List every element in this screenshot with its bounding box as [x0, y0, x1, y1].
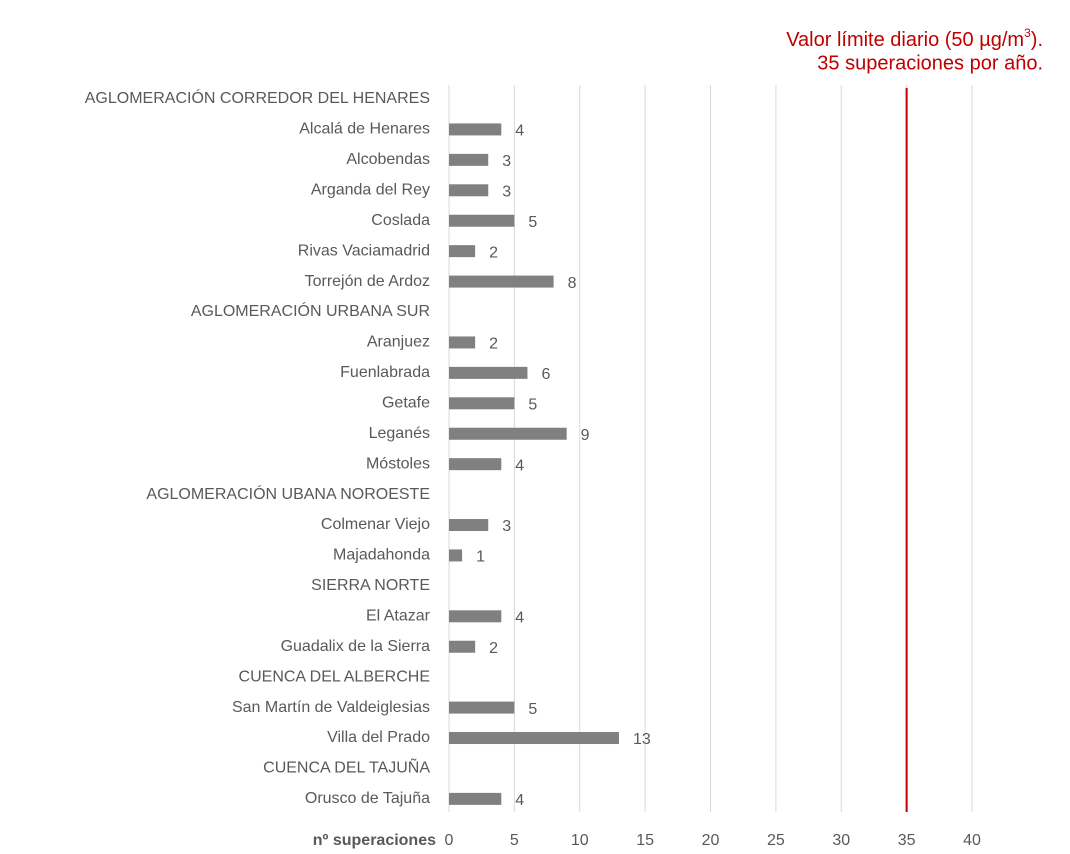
- value-label: 4: [515, 792, 524, 809]
- y-tick-label: Móstoles: [366, 455, 430, 472]
- y-tick-label: AGLOMERACIÓN URBANA SUR: [191, 301, 430, 320]
- y-tick-label: Colmenar Viejo: [321, 516, 430, 533]
- y-tick-label: CUENCA DEL TAJUÑA: [263, 757, 430, 777]
- y-tick-label: San Martín de Valdeiglesias: [232, 699, 430, 716]
- y-tick-label: Guadalix de la Sierra: [281, 638, 431, 655]
- value-label: 6: [541, 366, 550, 383]
- value-label: 4: [515, 610, 524, 627]
- value-label: 5: [528, 397, 537, 414]
- value-label: 4: [515, 123, 524, 140]
- value-label: 9: [581, 427, 590, 444]
- x-tick-label: 10: [571, 832, 589, 849]
- bar: [449, 458, 502, 471]
- y-tick-label: Aranjuez: [367, 334, 430, 351]
- y-tick-label: Torrejón de Ardoz: [305, 273, 430, 290]
- bar: [449, 732, 619, 745]
- y-tick-label: Getafe: [382, 395, 430, 412]
- bar: [449, 610, 502, 623]
- y-tick-label: Arganda del Rey: [311, 182, 430, 199]
- y-tick-label: CUENCA DEL ALBERCHE: [239, 668, 430, 685]
- x-tick-label: 25: [767, 832, 785, 849]
- value-label: 2: [489, 336, 498, 353]
- bar: [449, 336, 476, 349]
- bar: [449, 549, 463, 562]
- annotation-part: Valor límite diario (50 µg/m: [786, 29, 1024, 51]
- bar: [449, 397, 515, 410]
- value-label: 5: [528, 214, 537, 231]
- value-label: 4: [515, 457, 524, 474]
- annotation-part: 3: [1024, 26, 1031, 40]
- bar: [449, 640, 476, 653]
- bar: [449, 519, 489, 532]
- bar: [449, 427, 567, 440]
- y-tick-label: Villa del Prado: [327, 729, 430, 746]
- y-tick-label: Alcalá de Henares: [299, 121, 430, 138]
- bar: [449, 153, 489, 166]
- value-label: 1: [476, 549, 485, 566]
- bar: [449, 245, 476, 258]
- y-tick-label: AGLOMERACIÓN UBANA NOROESTE: [146, 484, 430, 503]
- bar: [449, 366, 528, 379]
- x-tick-label: 0: [445, 832, 454, 849]
- bar: [449, 214, 515, 227]
- value-label: 8: [568, 275, 577, 292]
- value-label: 2: [489, 244, 498, 261]
- value-label: 5: [528, 701, 537, 718]
- x-tick-label: 20: [702, 832, 720, 849]
- y-tick-label: Alcobendas: [346, 151, 430, 168]
- annotation: 35 superaciones por año.: [817, 52, 1043, 74]
- bar: [449, 792, 502, 805]
- x-tick-label: 5: [510, 832, 519, 849]
- value-label: 3: [502, 518, 511, 535]
- annotation-part: ).: [1031, 29, 1043, 51]
- y-tick-label: Fuenlabrada: [340, 364, 430, 381]
- bar: [449, 123, 502, 136]
- y-tick-label: Orusco de Tajuña: [305, 790, 430, 807]
- value-label: 2: [489, 640, 498, 657]
- value-label: 13: [633, 731, 651, 748]
- x-tick-label: 30: [832, 832, 850, 849]
- x-tick-label: 40: [963, 832, 981, 849]
- y-tick-label: Leganés: [369, 425, 430, 442]
- bar: [449, 275, 554, 288]
- bar: [449, 184, 489, 197]
- y-tick-label: Majadahonda: [333, 547, 430, 564]
- y-tick-label: El Atazar: [366, 608, 431, 625]
- y-tick-label: AGLOMERACIÓN CORREDOR DEL HENARES: [85, 88, 430, 107]
- annotation: Valor límite diario (50 µg/m3).: [786, 26, 1043, 51]
- value-label: 3: [502, 184, 511, 201]
- y-tick-label: Coslada: [371, 212, 430, 229]
- y-tick-label: Rivas Vaciamadrid: [298, 242, 430, 259]
- x-tick-label: 35: [898, 832, 916, 849]
- x-axis-label: nº superaciones: [313, 832, 436, 849]
- x-tick-label: 15: [636, 832, 654, 849]
- y-tick-label: SIERRA NORTE: [311, 577, 430, 594]
- bar: [449, 701, 515, 714]
- value-label: 3: [502, 153, 511, 170]
